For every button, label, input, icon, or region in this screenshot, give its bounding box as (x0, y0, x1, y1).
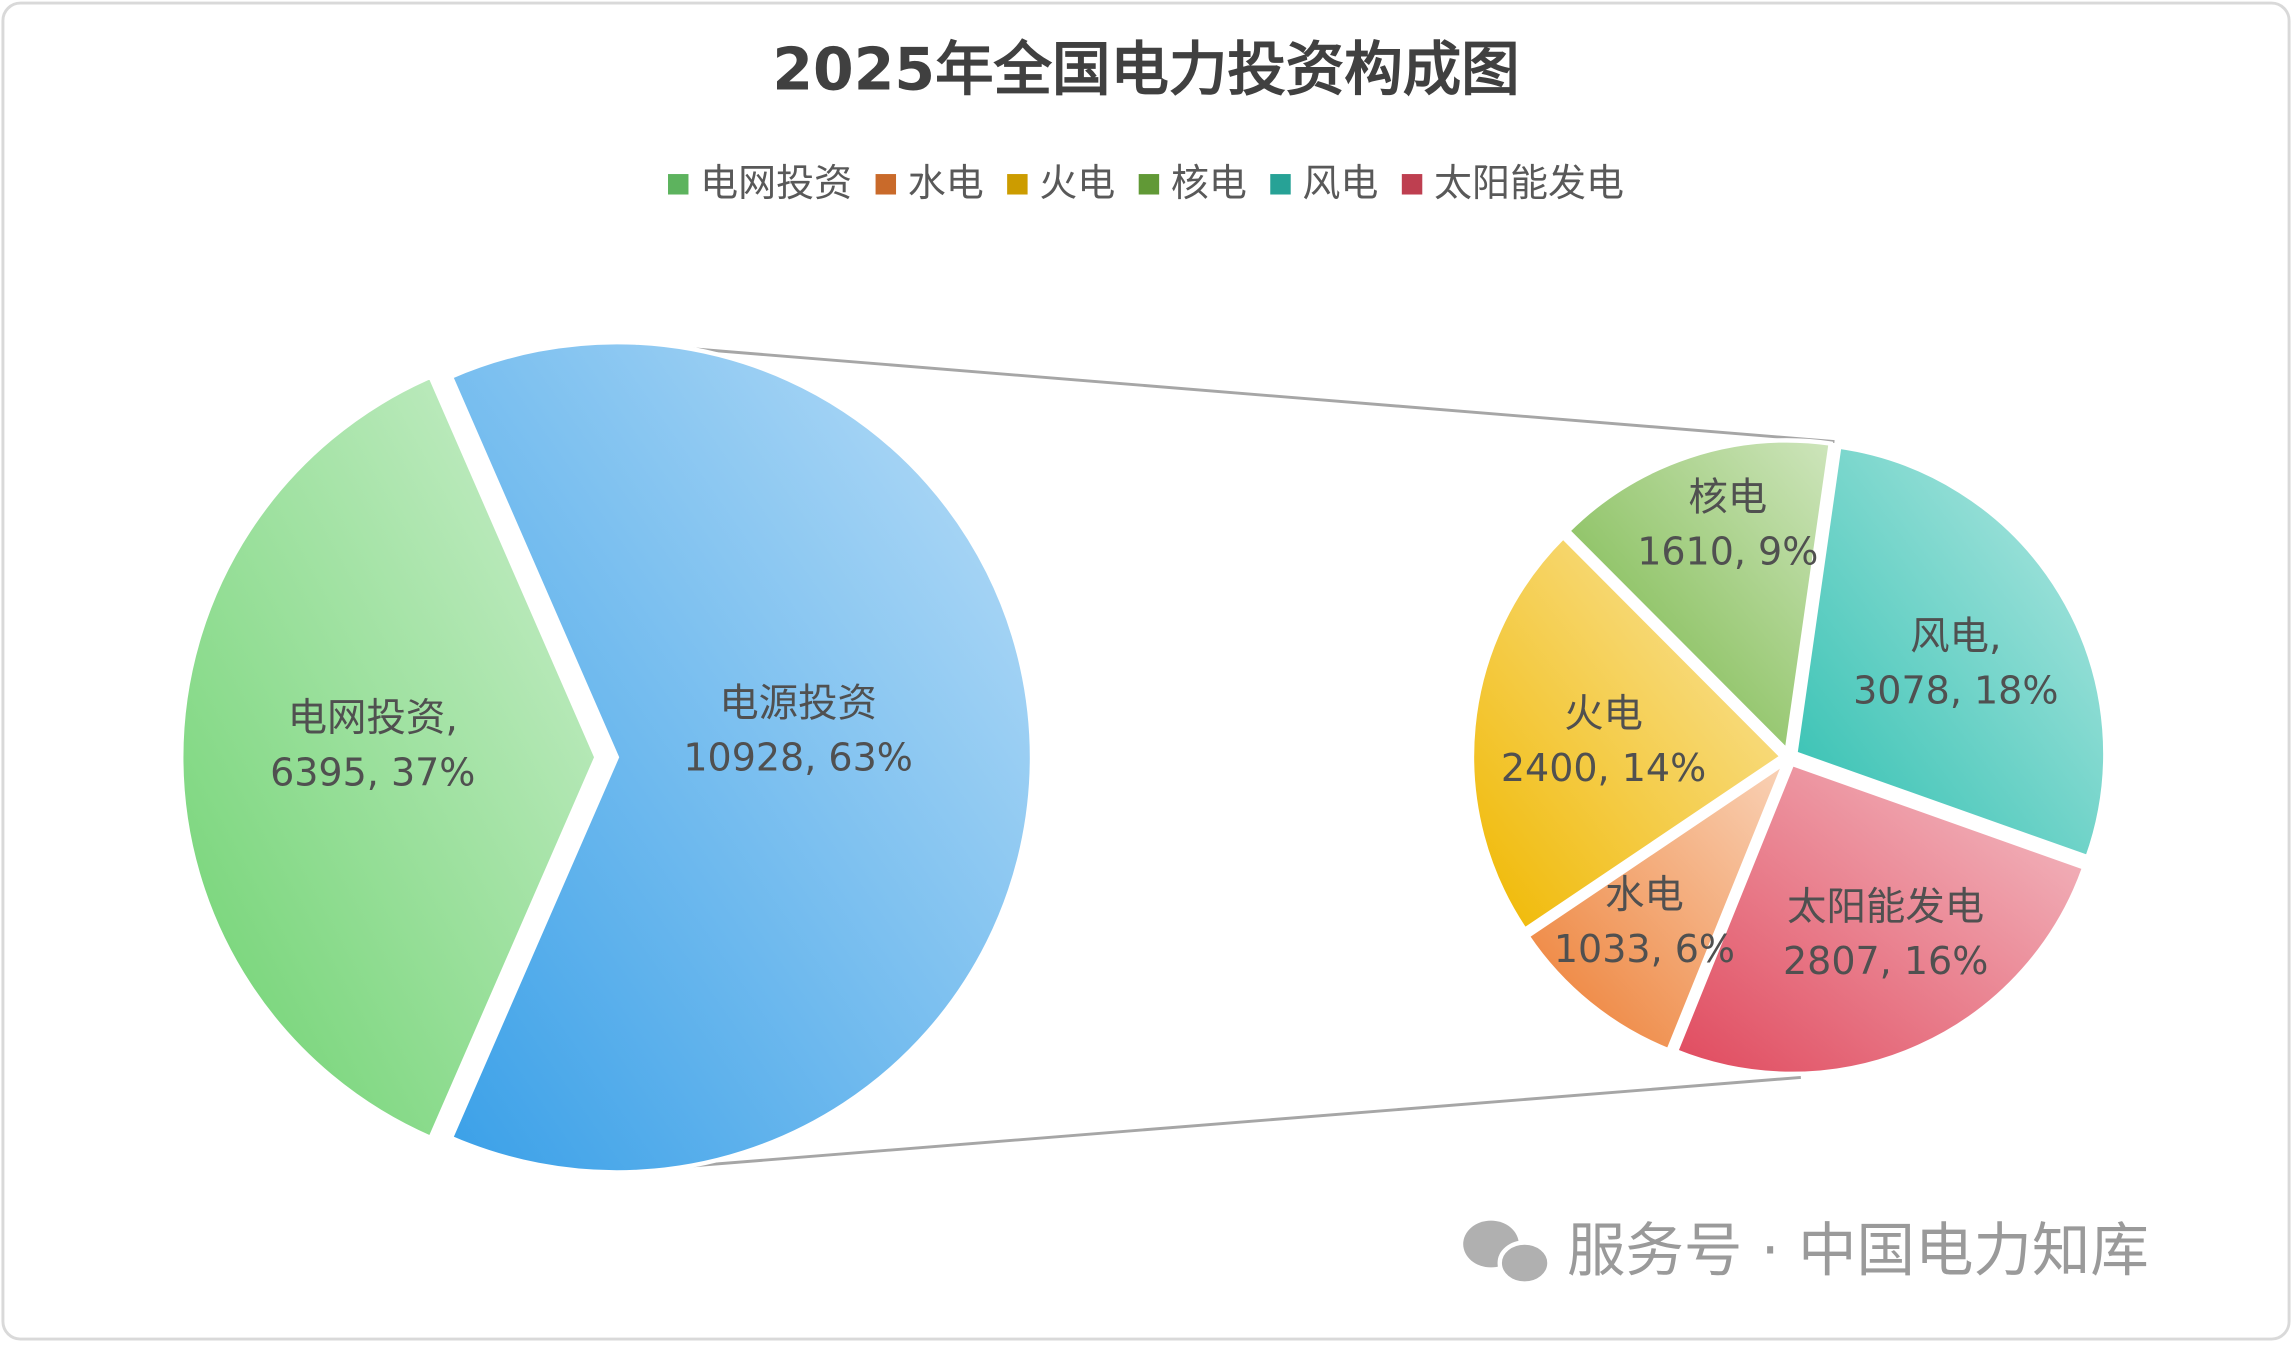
watermark-icon (1463, 1220, 1552, 1286)
legend-label: 风电 (1302, 161, 1378, 205)
data-label-name: 电网投资, (288, 695, 458, 741)
data-label-value: 6395, 37% (270, 750, 475, 794)
legend-marker (1138, 174, 1160, 195)
pie-slice (1564, 438, 1834, 756)
legend-marker (668, 174, 689, 195)
watermark: 服务号 · 中国电力知库 (1567, 1216, 2149, 1284)
pie-slice (179, 373, 599, 1141)
data-label-name: 风电, (1910, 613, 2001, 659)
legend-label: 核电 (1171, 161, 1247, 205)
legend-marker (875, 174, 897, 195)
data-label-name: 火电 (1564, 691, 1643, 737)
data-label-value: 3078, 18% (1853, 668, 2058, 712)
data-label-name: 水电 (1605, 872, 1684, 918)
legend-marker (1007, 174, 1028, 195)
pie-slice (448, 339, 1035, 1175)
data-label-value: 2400, 14% (1501, 746, 1706, 790)
legend: 电网投资 水电 火电 核电 风电 太阳能发电 (668, 161, 1624, 205)
legend-label: 太阳能发电 (1434, 161, 1624, 205)
pie-slice (1524, 757, 1790, 1054)
legend-marker (1270, 174, 1291, 195)
legend-label: 水电 (908, 161, 984, 205)
data-label-name: 太阳能发电 (1787, 884, 1984, 930)
pie-slice (1673, 761, 2088, 1076)
data-label-value: 2807, 16% (1783, 939, 1988, 983)
data-label-name: 电源投资 (719, 681, 877, 727)
data-label-name: 核电 (1688, 475, 1767, 521)
legend-marker (1401, 174, 1423, 195)
legend-label: 火电 (1039, 161, 1115, 205)
data-label-value: 1610, 9% (1637, 530, 1818, 574)
connector-line (628, 342, 1835, 444)
data-label-value: 10928, 63% (683, 736, 913, 780)
legend-label: 电网投资 (700, 161, 852, 205)
data-label-value: 1033, 6% (1554, 927, 1735, 971)
connector-line (628, 1075, 1801, 1173)
pie-slice (1469, 533, 1786, 933)
chart-title: 2025年全国电力投资构成图 (772, 35, 1519, 103)
pie-slice (1792, 444, 2108, 860)
